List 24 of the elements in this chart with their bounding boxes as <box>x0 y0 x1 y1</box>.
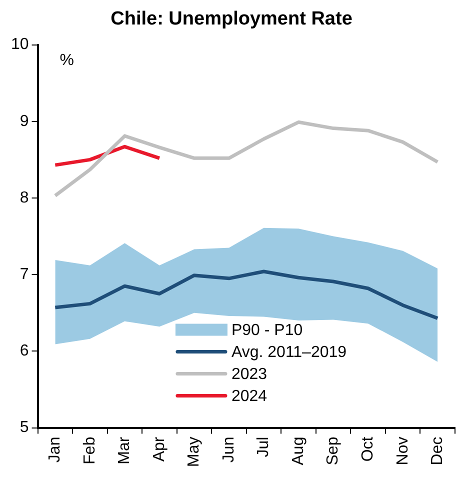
x-tick-label: Oct <box>359 436 376 462</box>
y-tick-label: 9 <box>20 112 29 130</box>
x-tick-label: May <box>186 436 203 468</box>
y-tick-label: 5 <box>20 419 29 436</box>
x-tick-label: Apr <box>150 436 168 462</box>
legend-label: P90 - P10 <box>231 322 303 340</box>
x-tick-label: Dec <box>429 436 446 466</box>
x-tick-label: Aug <box>290 436 307 466</box>
legend-label: 2023 <box>231 366 268 384</box>
chart-title: Chile: Unemployment Rate <box>110 8 352 30</box>
y-tick-label: 10 <box>11 36 29 54</box>
annotation: % <box>60 52 74 70</box>
x-tick-label: Feb <box>81 436 98 464</box>
x-tick-label: Jun <box>220 436 238 463</box>
y-tick-label: 8 <box>20 189 29 206</box>
x-tick-label: Jul <box>255 436 272 458</box>
legend-label: 2024 <box>231 388 268 406</box>
y-tick-label: 7 <box>20 266 29 283</box>
legend-label: Avg. 2011–2019 <box>231 344 347 362</box>
x-tick-label: Mar <box>116 436 134 464</box>
x-tick-label: Sep <box>324 436 342 466</box>
x-tick-label: Jan <box>46 436 64 463</box>
y-tick-label: 6 <box>20 342 29 360</box>
x-tick-label: Nov <box>394 436 412 466</box>
